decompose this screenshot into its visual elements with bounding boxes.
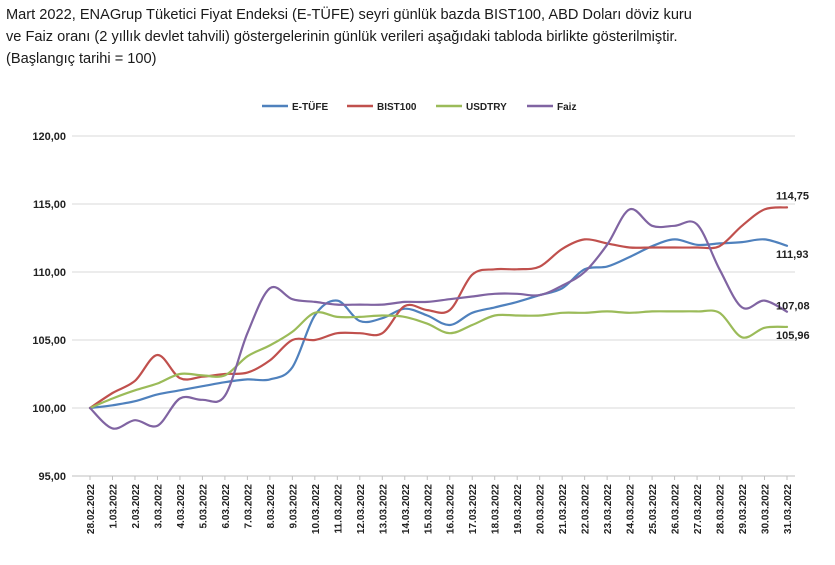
- x-tick-label: 30.03.2022: [761, 484, 772, 534]
- end-label-e-t-fe: 111,93: [776, 249, 808, 261]
- series-line-e-t-fe: [88, 238, 789, 410]
- legend-label: BIST100: [377, 102, 417, 113]
- y-tick-label: 95,00: [38, 471, 66, 483]
- x-tick-label: 23.03.2022: [603, 484, 614, 534]
- legend-label: E-TÜFE: [292, 100, 328, 113]
- end-label-usdtry: 105,96: [776, 330, 810, 342]
- x-tick-label: 20.03.2022: [536, 484, 547, 534]
- end-label-bist100: 114,75: [776, 190, 809, 202]
- y-tick-label: 105,00: [32, 335, 66, 347]
- series-line-usdtry: [88, 309, 789, 410]
- x-tick-label: 29.03.2022: [738, 484, 749, 534]
- x-tick-label: 10.03.2022: [311, 484, 322, 534]
- x-tick-label: 13.03.2022: [378, 484, 389, 534]
- x-tick-label: 8.03.2022: [266, 484, 277, 529]
- intro-line-1: Mart 2022, ENAGrup Tüketici Fiyat Endeks…: [6, 7, 692, 23]
- x-tick-label: 9.03.2022: [288, 484, 299, 529]
- end-label-faiz: 107,08: [776, 301, 810, 313]
- x-tick-label: 25.03.2022: [648, 484, 659, 534]
- x-tick-label: 18.03.2022: [491, 484, 502, 534]
- y-tick-label: 120,00: [32, 131, 66, 143]
- intro-line-2: ve Faiz oranı (2 yıllık devlet tahvili) …: [6, 29, 678, 45]
- x-tick-label: 2.03.2022: [131, 484, 142, 529]
- x-tick-label: 14.03.2022: [401, 484, 412, 534]
- x-tick-label: 5.03.2022: [198, 484, 209, 529]
- x-tick-label: 19.03.2022: [513, 484, 524, 534]
- y-tick-label: 115,00: [33, 199, 66, 211]
- x-tick-label: 28.03.2022: [716, 484, 727, 534]
- x-tick-label: 7.03.2022: [243, 484, 254, 529]
- x-tick-label: 21.03.2022: [558, 484, 569, 534]
- x-tick-label: 31.03.2022: [783, 484, 794, 534]
- x-tick-label: 1.03.2022: [108, 484, 119, 529]
- x-tick-label: 26.03.2022: [671, 484, 682, 534]
- y-tick-label: 110,00: [33, 267, 66, 279]
- x-tick-label: 12.03.2022: [356, 484, 367, 534]
- x-tick-label: 22.03.2022: [581, 484, 592, 534]
- x-tick-label: 24.03.2022: [626, 484, 637, 534]
- intro-text: Mart 2022, ENAGrup Tüketici Fiyat Endeks…: [6, 4, 826, 70]
- x-tick-label: 4.03.2022: [176, 484, 187, 529]
- legend-label: Faiz: [557, 102, 576, 113]
- x-tick-label: 11.03.2022: [333, 484, 344, 534]
- intro-line-3: (Başlangıç tarihi = 100): [6, 51, 157, 67]
- x-tick-label: 17.03.2022: [468, 484, 479, 534]
- x-tick-label: 27.03.2022: [693, 484, 704, 534]
- series-line-bist100: [88, 206, 789, 410]
- series-line-faiz: [88, 208, 789, 430]
- x-tick-label: 3.03.2022: [153, 484, 164, 529]
- y-tick-label: 100,00: [32, 403, 66, 415]
- legend-label: USDTRY: [466, 102, 507, 113]
- x-tick-label: 6.03.2022: [221, 484, 232, 529]
- x-tick-label: 15.03.2022: [423, 484, 434, 534]
- x-tick-label: 28.02.2022: [86, 484, 97, 534]
- x-tick-label: 16.03.2022: [446, 484, 457, 534]
